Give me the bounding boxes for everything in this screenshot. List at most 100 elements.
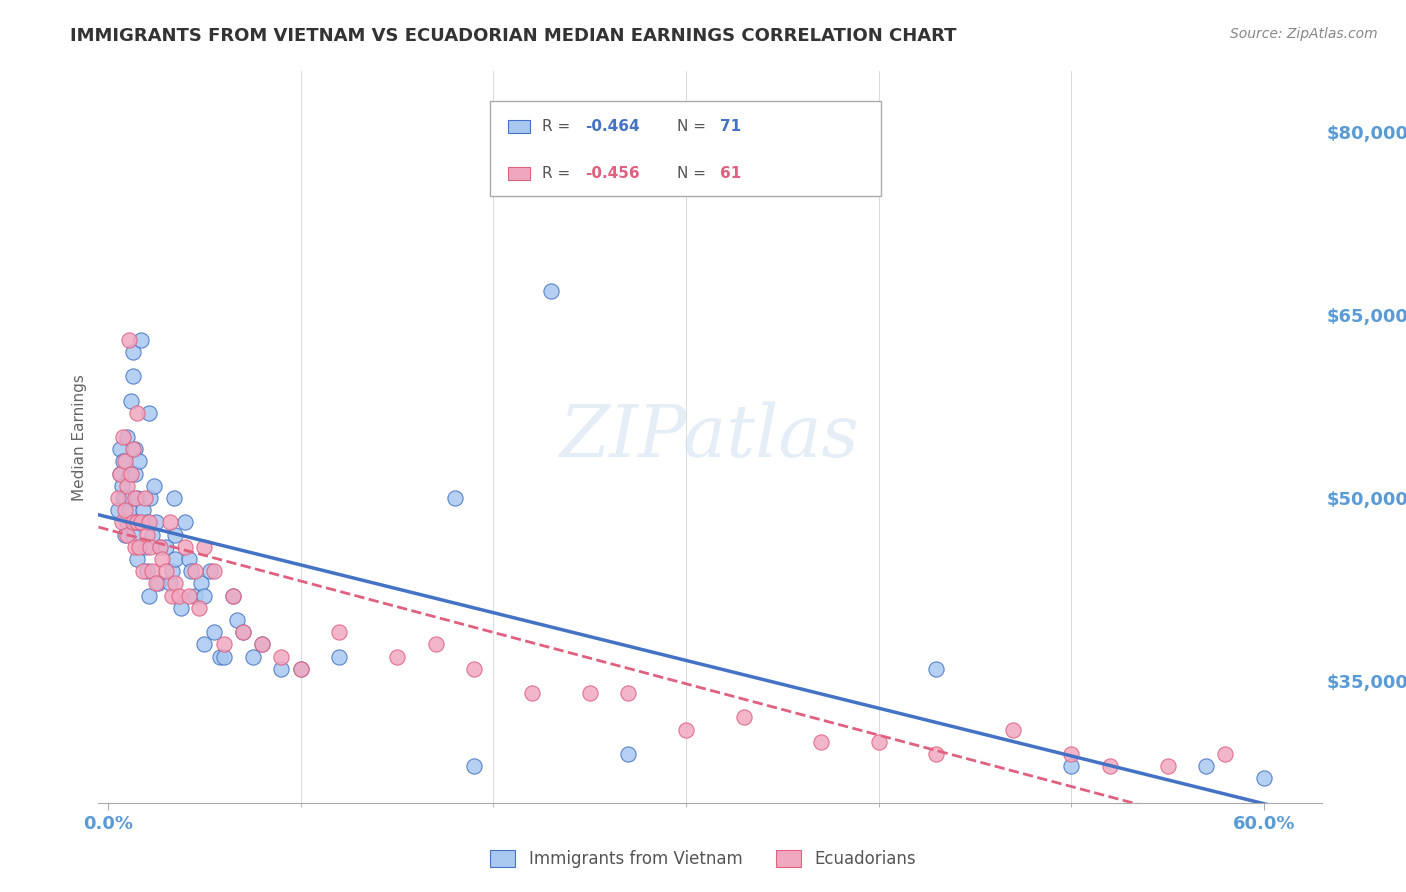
Point	[117, 430, 139, 444]
Point	[1060, 747, 1083, 761]
Bar	[508, 120, 530, 133]
Point	[124, 540, 146, 554]
Point	[270, 662, 292, 676]
Point	[114, 491, 136, 505]
Point	[328, 649, 350, 664]
Point	[169, 589, 191, 603]
Point	[160, 589, 183, 603]
Point	[122, 344, 145, 359]
Text: N =: N =	[678, 166, 711, 181]
Point	[120, 467, 142, 481]
Point	[107, 503, 129, 517]
Point	[328, 625, 350, 640]
Point	[443, 491, 465, 505]
Point	[208, 649, 231, 664]
Point	[212, 637, 235, 651]
Point	[250, 637, 273, 651]
Point	[125, 491, 148, 505]
Point	[578, 686, 600, 700]
Point	[125, 516, 148, 530]
Point	[129, 333, 152, 347]
Point	[112, 491, 135, 505]
Point	[184, 564, 207, 578]
Point	[290, 662, 312, 676]
Text: 71: 71	[720, 119, 741, 134]
Point	[290, 662, 312, 676]
Point	[222, 589, 245, 603]
Point	[250, 637, 273, 651]
Point	[110, 479, 132, 493]
Point	[226, 613, 249, 627]
Point	[925, 747, 948, 761]
Point	[122, 442, 145, 457]
Point	[124, 467, 146, 481]
Point	[187, 600, 209, 615]
Point	[177, 589, 200, 603]
Point	[193, 540, 215, 554]
Point	[925, 662, 948, 676]
Point	[139, 540, 162, 554]
Point	[124, 491, 146, 505]
Text: ZIPatlas: ZIPatlas	[560, 401, 860, 473]
Point	[118, 333, 141, 347]
Point	[617, 747, 640, 761]
Point	[117, 516, 139, 530]
Point	[120, 393, 142, 408]
Point	[675, 723, 697, 737]
Point	[114, 527, 136, 541]
Point	[107, 491, 129, 505]
Point	[129, 516, 152, 530]
Point	[155, 540, 177, 554]
Point	[138, 589, 160, 603]
Point	[159, 516, 181, 530]
Point	[138, 406, 160, 420]
Text: 61: 61	[720, 166, 741, 181]
Point	[1060, 759, 1083, 773]
Y-axis label: Median Earnings: Median Earnings	[72, 374, 87, 500]
Point	[733, 710, 755, 724]
Point	[617, 686, 640, 700]
Point	[124, 442, 146, 457]
Point	[112, 454, 135, 468]
Point	[184, 589, 207, 603]
FancyBboxPatch shape	[489, 101, 882, 195]
Text: IMMIGRANTS FROM VIETNAM VS ECUADORIAN MEDIAN EARNINGS CORRELATION CHART: IMMIGRANTS FROM VIETNAM VS ECUADORIAN ME…	[70, 27, 957, 45]
Point	[118, 467, 141, 481]
Point	[128, 540, 150, 554]
Point	[177, 552, 200, 566]
Point	[198, 564, 221, 578]
Point	[108, 467, 131, 481]
Point	[174, 540, 197, 554]
Point	[270, 649, 292, 664]
Point	[146, 576, 169, 591]
Point	[125, 406, 148, 420]
Point	[110, 516, 132, 530]
Point	[138, 516, 160, 530]
Point	[134, 540, 156, 554]
Point	[222, 589, 245, 603]
Point	[135, 527, 157, 541]
Point	[174, 516, 197, 530]
Point	[159, 576, 181, 591]
Point	[122, 369, 145, 384]
Point	[145, 576, 167, 591]
Point	[170, 600, 193, 615]
Point	[242, 649, 264, 664]
Point	[232, 625, 254, 640]
Point	[1195, 759, 1218, 773]
Point	[540, 284, 562, 298]
Point	[132, 564, 155, 578]
Point	[232, 625, 254, 640]
Point	[165, 552, 187, 566]
Point	[117, 527, 139, 541]
Point	[122, 516, 145, 530]
Point	[134, 491, 156, 505]
Point	[125, 516, 148, 530]
Legend: Immigrants from Vietnam, Ecuadorians: Immigrants from Vietnam, Ecuadorians	[484, 843, 922, 875]
Point	[193, 589, 215, 603]
Point	[112, 430, 135, 444]
Point	[385, 649, 408, 664]
Point	[155, 564, 177, 578]
Point	[193, 637, 215, 651]
Point	[117, 479, 139, 493]
